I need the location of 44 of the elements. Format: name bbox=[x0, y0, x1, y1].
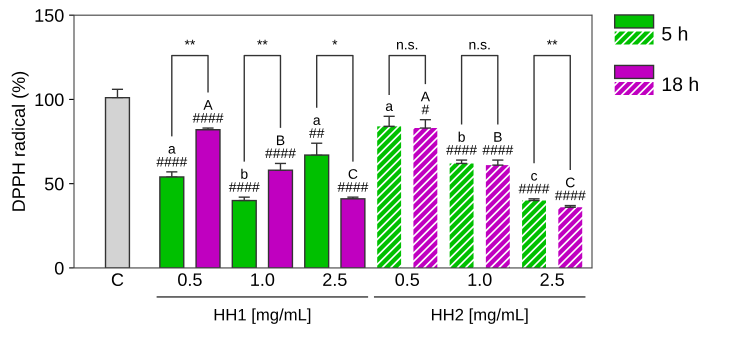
annotation: ** bbox=[184, 40, 196, 45]
legend-label: 18 h bbox=[662, 76, 698, 92]
data-label: C #### bbox=[554, 178, 586, 200]
bar bbox=[377, 126, 402, 268]
legend-label: 5 h bbox=[662, 26, 688, 41]
data-label: A # bbox=[420, 92, 430, 114]
y-tick-label: 50 bbox=[44, 178, 64, 190]
bar bbox=[558, 207, 582, 268]
data-label: A #### bbox=[192, 100, 224, 123]
data-label: B #### bbox=[265, 136, 296, 158]
bar bbox=[450, 163, 474, 268]
bar bbox=[232, 200, 257, 268]
bar bbox=[159, 176, 184, 268]
text: HH1 [mg/mL] bbox=[214, 308, 310, 324]
bar bbox=[195, 129, 221, 268]
x-tick-label: 1.0 bbox=[468, 273, 492, 286]
bar bbox=[413, 128, 438, 268]
bar bbox=[486, 165, 510, 268]
data-label: b #### bbox=[228, 168, 260, 192]
text: HH2 [mg/mL] bbox=[432, 308, 528, 324]
annotation: ** bbox=[546, 40, 558, 45]
annotation: * bbox=[332, 40, 338, 45]
y-tick-label: 100 bbox=[36, 93, 64, 106]
bar bbox=[522, 200, 546, 268]
x-tick-label: 1.0 bbox=[251, 273, 274, 286]
x-tick-label: 2.5 bbox=[323, 273, 347, 286]
data-label: C #### bbox=[338, 169, 368, 192]
bar bbox=[340, 198, 366, 268]
annotation: n.s. bbox=[469, 42, 490, 50]
y-tick-label: 0 bbox=[54, 262, 64, 275]
x-tick-label: 0.5 bbox=[395, 273, 420, 286]
data-label: b #### bbox=[446, 132, 477, 155]
annotation: ** bbox=[257, 40, 268, 45]
x-tick-label: C bbox=[112, 273, 124, 286]
y-axis-title: DPPH radical (%) bbox=[12, 72, 29, 211]
data-label: c #### bbox=[518, 173, 550, 194]
x-tick-label: 2.5 bbox=[540, 273, 564, 286]
annotation: n.s. bbox=[396, 42, 418, 50]
x-tick-label: 0.5 bbox=[178, 273, 202, 286]
y-tick-label: 150 bbox=[36, 9, 64, 22]
data-label: a ## bbox=[309, 117, 324, 138]
data-label: B #### bbox=[482, 132, 514, 155]
data-label: a #### bbox=[156, 146, 188, 166]
data-label: a bbox=[386, 103, 394, 111]
